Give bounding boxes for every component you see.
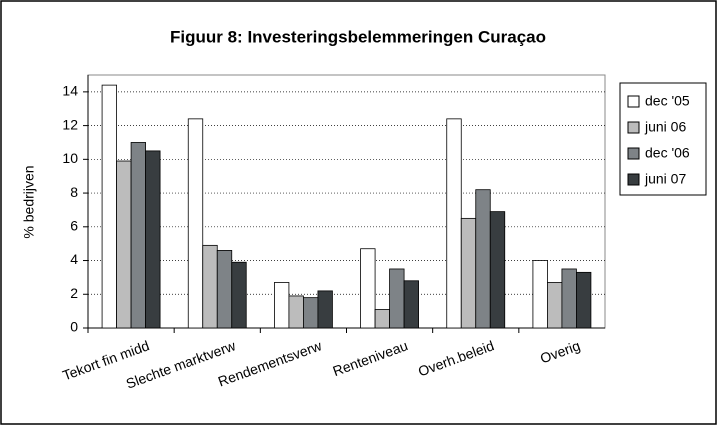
y-tick-label: 10: [62, 150, 78, 166]
legend-swatch: [627, 121, 640, 134]
bar: [489, 211, 506, 329]
bar: [216, 250, 233, 329]
bar: [303, 297, 319, 329]
bar: [460, 217, 477, 329]
legend-label: dec '06: [645, 145, 690, 161]
legend-label: juni 07: [644, 171, 686, 187]
y-tick-label: 4: [70, 251, 78, 267]
bar: [202, 244, 218, 329]
plot-area: [87, 74, 606, 329]
y-tick-label: 8: [70, 184, 78, 200]
y-tick-label: 0: [70, 319, 78, 335]
bar: [532, 260, 548, 329]
bar: [187, 118, 204, 329]
bar: [561, 268, 577, 329]
bar: [274, 282, 290, 329]
legend-swatch: [627, 173, 640, 186]
y-tick-label: 12: [62, 116, 78, 132]
bar: [475, 189, 491, 329]
bar: [576, 271, 592, 329]
y-tick-label: 2: [70, 285, 78, 301]
bar: [389, 268, 405, 329]
chart-title: Figuur 8: Investeringsbelemmeringen Cura…: [170, 27, 546, 46]
y-tick-label: 6: [70, 218, 78, 234]
bar: [116, 160, 132, 329]
bar: [446, 118, 462, 329]
legend-swatch: [627, 147, 640, 160]
bar: [547, 282, 563, 329]
legend-label: dec '05: [645, 93, 690, 109]
bar: [360, 248, 376, 329]
bar: [231, 261, 247, 329]
bar: [130, 142, 146, 329]
legend-swatch: [627, 95, 640, 108]
bar: [403, 280, 419, 329]
bar: [145, 150, 161, 329]
y-axis-label: % bedrijven: [21, 165, 37, 238]
bar: [317, 290, 333, 329]
bar: [288, 295, 304, 329]
legend-label: juni 06: [644, 119, 686, 135]
bar: [101, 84, 117, 329]
bar: [374, 309, 390, 329]
y-tick-label: 14: [62, 83, 78, 99]
